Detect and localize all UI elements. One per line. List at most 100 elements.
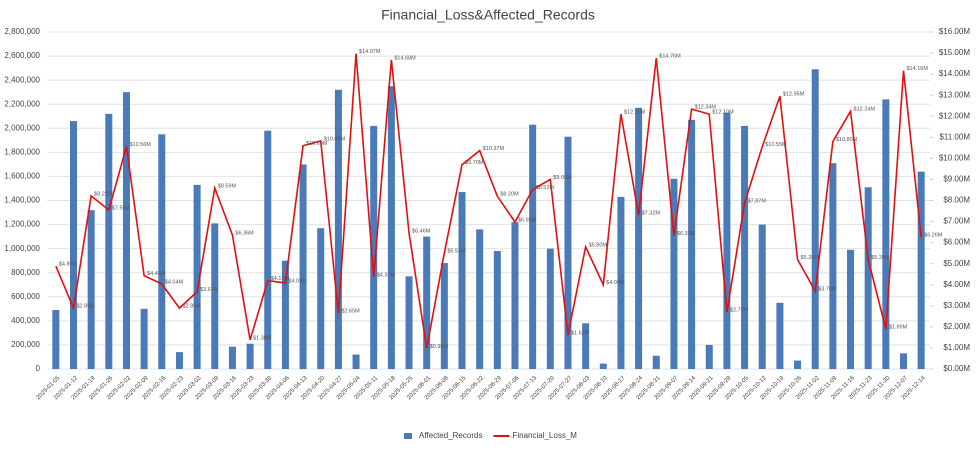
data-label: $4.89M — [59, 261, 78, 267]
data-label: $3.70M — [818, 287, 837, 293]
y-tick-label: 2,800,000 — [4, 27, 40, 36]
bar — [847, 249, 855, 369]
data-label: $4.09M — [288, 278, 307, 284]
data-label: $6.33M — [677, 231, 696, 237]
bar — [882, 99, 890, 370]
data-label: $10.55M — [765, 142, 787, 148]
y2-tick-label: $2.00M — [943, 322, 970, 331]
data-label: $1.38M — [253, 335, 272, 341]
y-tick-label: 1,400,000 — [4, 196, 40, 205]
bar — [405, 276, 413, 369]
data-label: $2.89M — [182, 304, 201, 310]
data-label: $6.98M — [518, 217, 537, 223]
data-label: $10.80M — [836, 137, 858, 143]
bar — [917, 171, 925, 369]
bar — [440, 263, 448, 369]
data-label: $1.62M — [571, 330, 590, 336]
y2-tick-label: $13.00M — [939, 90, 970, 99]
y2-tick-label: $5.00M — [943, 259, 970, 268]
data-label: $4.00M — [606, 280, 625, 286]
data-label: $4.37M — [377, 272, 396, 278]
bar — [52, 310, 60, 369]
y2-tick-label: $3.00M — [943, 301, 970, 310]
y-tick-label: 200,000 — [11, 340, 40, 349]
bar — [758, 224, 766, 369]
data-label: $4.04M — [165, 279, 184, 285]
bar — [211, 223, 219, 369]
bar — [670, 178, 678, 369]
bar — [705, 344, 713, 369]
bar — [511, 222, 519, 369]
data-label: $7.55M — [112, 205, 131, 211]
data-label: $10.60M — [306, 141, 328, 147]
data-label: $2.65M — [341, 309, 360, 315]
bar — [175, 352, 183, 369]
bar — [228, 346, 236, 369]
data-label: $12.24M — [854, 107, 876, 113]
data-label: $7.87M — [748, 199, 767, 205]
data-label: $6.46M — [412, 228, 431, 234]
data-label: $6.26M — [924, 233, 943, 239]
bar — [387, 86, 395, 370]
y2-tick-label: $1.00M — [943, 343, 970, 352]
data-label: $14.97M — [359, 49, 381, 55]
data-label: $14.68M — [394, 55, 416, 61]
bar — [546, 248, 554, 369]
data-label: $4.43M — [147, 271, 166, 277]
data-label: $9.00M — [553, 175, 572, 181]
bar — [741, 125, 749, 369]
data-label: $8.20M — [500, 192, 519, 198]
bar — [529, 124, 537, 369]
data-label: $14.76M — [659, 54, 681, 60]
data-label: $8.22M — [94, 191, 113, 197]
data-label: $2.70M — [730, 308, 749, 314]
bar — [352, 354, 360, 369]
bar — [599, 363, 607, 369]
data-label: $10.37M — [483, 146, 505, 152]
y2-tick-label: $16.00M — [939, 27, 970, 36]
bar — [370, 125, 378, 369]
y2-tick-label: $0.00M — [943, 364, 970, 373]
y2-tick-label: $15.00M — [939, 48, 970, 57]
bar — [246, 343, 254, 369]
bar — [900, 353, 908, 369]
bar — [264, 130, 272, 369]
y-tick-label: 1,200,000 — [4, 220, 40, 229]
bar — [122, 92, 130, 369]
bar — [281, 260, 289, 369]
data-label: $10.56M — [129, 142, 151, 148]
y-tick-label: 0 — [36, 364, 41, 373]
y-tick-label: 2,200,000 — [4, 99, 40, 108]
y-tick-label: 400,000 — [11, 316, 40, 325]
bar — [652, 355, 660, 369]
data-label: $7.32M — [642, 210, 661, 216]
y2-tick-label: $9.00M — [943, 175, 970, 184]
bar — [69, 121, 77, 369]
bar — [423, 236, 431, 369]
data-label: $9.70M — [465, 160, 484, 166]
y2-tick-label: $11.00M — [939, 132, 970, 141]
chart-title: Financial_Loss&Affected_Records — [381, 7, 595, 23]
bar — [776, 302, 784, 369]
line — [55, 53, 922, 349]
bar — [299, 164, 307, 369]
bar — [688, 119, 696, 369]
legend-label: Financial_Loss_M — [512, 431, 577, 440]
bar — [87, 210, 95, 369]
bar — [794, 360, 802, 369]
data-label: $8.52M — [536, 185, 555, 191]
y-tick-label: 800,000 — [11, 268, 40, 277]
y2-tick-label: $8.00M — [943, 196, 970, 205]
y-tick-label: 1,600,000 — [4, 172, 40, 181]
bar — [564, 136, 572, 369]
y2-tick-label: $12.00M — [939, 111, 970, 120]
bar — [811, 69, 819, 369]
data-label: $5.20M — [801, 255, 820, 261]
data-label: $1.89M — [889, 325, 908, 331]
bar — [158, 134, 166, 369]
data-label: $10.83M — [324, 136, 346, 142]
data-label: $5.51M — [447, 248, 466, 254]
data-label: $14.16M — [907, 66, 929, 72]
data-label: $12.95M — [783, 92, 805, 98]
